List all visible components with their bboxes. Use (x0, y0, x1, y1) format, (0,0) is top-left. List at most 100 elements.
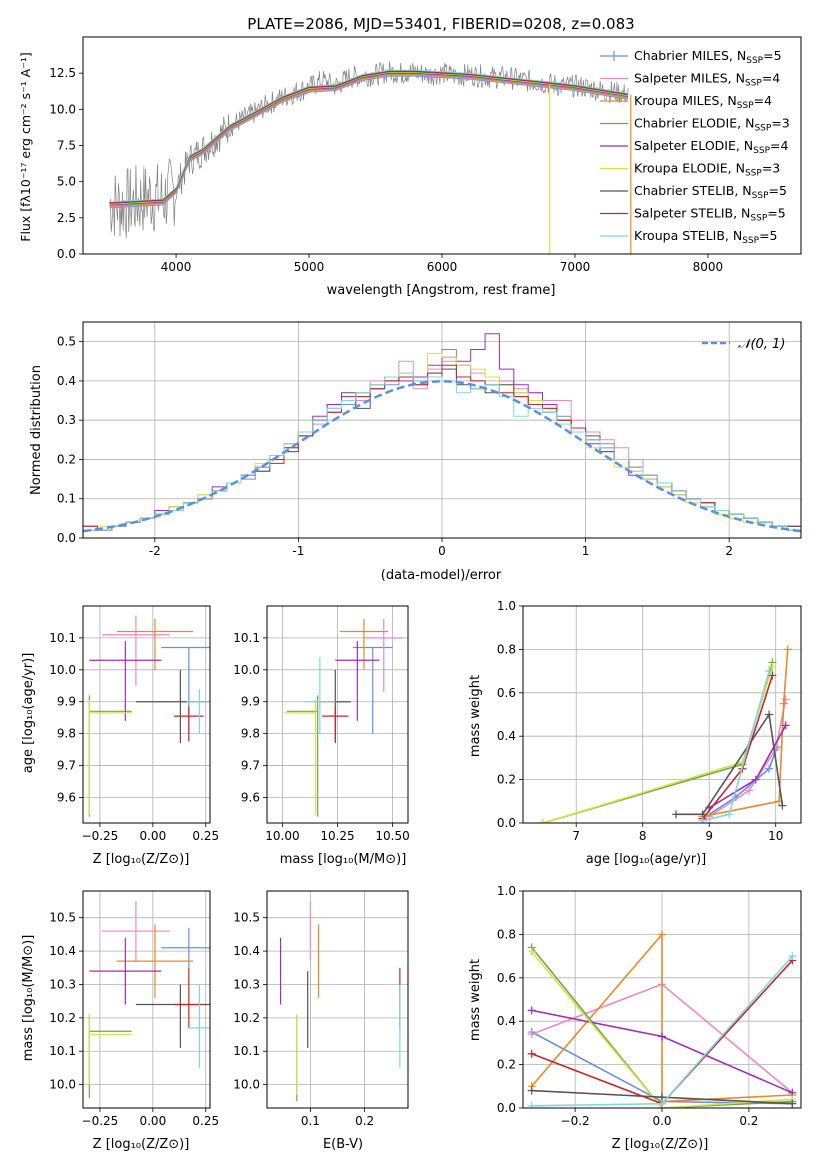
mw-vs-z-xlabel: Z [log₁₀(Z/Z⊙)] (612, 1137, 709, 1152)
y-tick-label: 12.5 (49, 66, 76, 80)
mass-weight-marker (725, 810, 734, 819)
mass-weight-marker (527, 1030, 536, 1039)
model-spectrum-line (109, 69, 629, 203)
y-tick-label: 10.0 (233, 663, 260, 677)
mass-weight-marker (781, 721, 790, 730)
y-tick-label: 9.9 (241, 695, 260, 709)
x-tick-label: 8000 (693, 260, 724, 274)
y-tick-label: 0.0 (57, 531, 76, 545)
mass-weight-marker (779, 699, 788, 708)
legend-label: Salpeter STELIB, NSSP=5 (634, 206, 786, 224)
x-tick-label: −0.25 (82, 1114, 119, 1128)
errorbar-point (89, 641, 162, 721)
mass-weight-marker (768, 662, 777, 671)
residuals-legend: 𝒩(0, 1) (702, 337, 785, 352)
mass-weight-marker (698, 816, 707, 823)
y-tick-label: 1.0 (497, 599, 516, 613)
x-tick-label: 0.2 (739, 1114, 758, 1128)
errorbar-group (284, 618, 404, 817)
axes-frame (522, 605, 802, 824)
mass-vs-z-xlabel: Z [log₁₀(Z/Z⊙)] (93, 1137, 190, 1152)
errorbar-point (352, 646, 393, 734)
y-tick-label: 5.0 (57, 175, 76, 189)
spectrum-series-group (109, 61, 632, 254)
y-tick-label: 0.4 (57, 374, 76, 388)
errorbar-point (174, 967, 204, 1028)
axes-frame (82, 605, 211, 824)
axes-frame (82, 890, 211, 1109)
axes-frame (266, 605, 409, 824)
x-tick-label: 10 (768, 829, 783, 843)
mass-weight-marker (781, 695, 790, 704)
x-tick-label: 7 (572, 829, 580, 843)
mass-weight-marker (765, 710, 774, 719)
mw-vs-z-plot-area: −0.2 0.0 0.2 0.0 0.2 0.4 0.6 0.8 1.0 (497, 884, 802, 1128)
y-tick-label: 0.6 (497, 686, 516, 700)
y-tick-label: 0.4 (497, 1014, 516, 1028)
mass-vs-ebv-xlabel: E(B-V) (323, 1137, 363, 1152)
y-tick-label: 9.6 (57, 790, 76, 804)
y-tick-label: 9.6 (241, 790, 260, 804)
y-tick-label: 10.3 (49, 977, 76, 991)
age-vs-mass-plot-area: 10.00 10.25 10.50 9.6 9.7 9.8 9.9 10.0 10.1 (233, 605, 410, 843)
legend-label: Chabrier ELODIE, NSSP=3 (634, 116, 790, 134)
mass-weight-marker (527, 947, 536, 956)
x-tick-label: 10.50 (375, 829, 409, 843)
errorbar-group (88, 615, 210, 817)
age-vs-mass-xlabel: mass [log₁₀(M/M⊙)] (280, 852, 407, 867)
y-tick-label: 10.0 (49, 1078, 76, 1092)
histogram-step-line (83, 352, 801, 538)
y-tick-label: 0.2 (57, 452, 76, 466)
legend-label: Salpeter ELODIE, NSSP=4 (634, 138, 789, 156)
mass-weight-line (708, 699, 787, 818)
mass-weight-marker (745, 786, 754, 795)
x-tick-label: 9 (705, 829, 713, 843)
x-tick-label: 0.2 (355, 1114, 374, 1128)
axes-frame (82, 321, 802, 539)
age-vs-z-xlabel: Z [log₁₀(Z/Z⊙)] (93, 852, 190, 867)
mw-vs-z-ylabel: mass weight (468, 959, 483, 1041)
mass-weight-marker (751, 775, 760, 784)
mass-weight-marker (658, 1032, 666, 1041)
y-tick-label: 10.1 (49, 631, 76, 645)
x-tick-label: −0.2 (561, 1114, 590, 1128)
legend-label: Kroupa ELODIE, NSSP=3 (634, 161, 780, 179)
mass-weight-marker (527, 1086, 536, 1095)
y-tick-label: 2.5 (57, 211, 76, 225)
y-tick-label: 10.5 (49, 911, 76, 925)
age-vs-z-plot-area: −0.25 0.00 0.25 9.6 9.7 9.8 9.9 10.0 10.1 (49, 605, 219, 843)
x-tick-label: 10.25 (320, 829, 354, 843)
errorbar-point (89, 937, 162, 1005)
x-tick-label: 0.00 (139, 1114, 166, 1128)
y-tick-label: 0.2 (497, 1058, 516, 1072)
mass-weight-marker (788, 1099, 797, 1108)
mass-weight-marker (765, 667, 774, 676)
axes-frame (266, 890, 409, 1109)
x-tick-label: 0.0 (652, 1114, 671, 1128)
x-tick-label: 0.25 (192, 1114, 219, 1128)
y-tick-label: 10.0 (49, 663, 76, 677)
mw-vs-z-panel: Z [log₁₀(Z/Z⊙)] mass weight −0.2 0.0 0.2 0.… (468, 884, 802, 1152)
legend-label: Chabrier STELIB, NSSP=5 (634, 183, 787, 201)
legend-label: Kroupa STELIB, NSSP=5 (634, 228, 778, 246)
y-tick-label: 10.0 (233, 1078, 260, 1092)
mass-weight-marker (527, 1049, 536, 1058)
axes-frame (82, 36, 802, 255)
errorbar-group (279, 901, 401, 1102)
y-tick-label: 9.9 (57, 695, 76, 709)
age-vs-z-ylabel: age [log₁₀(age/yr)] (21, 653, 36, 774)
residuals-plot-area: -2 -1 0 1 2 0.0 0.1 0.2 0.3 0.4 0.5 (57, 321, 802, 558)
y-tick-label: 1.0 (497, 884, 516, 898)
mass-weight-marker (788, 952, 797, 961)
x-tick-label: 8 (639, 829, 647, 843)
y-tick-label: 0.5 (57, 335, 76, 349)
x-tick-label: 0 (438, 544, 446, 558)
mass-weight-marker (778, 801, 787, 810)
residuals-ylabel: Normed distribution (29, 365, 44, 495)
y-tick-label: 10.5 (233, 911, 260, 925)
mass-weight-line (702, 746, 778, 820)
mass-weight-marker (658, 1099, 666, 1108)
mass-weight-marker (783, 645, 792, 654)
mass-vs-z-panel: Z [log₁₀(Z/Z⊙)] mass [log₁₀(M/M⊙)] −0.25… (21, 890, 219, 1152)
gaussian-curve (83, 380, 801, 533)
